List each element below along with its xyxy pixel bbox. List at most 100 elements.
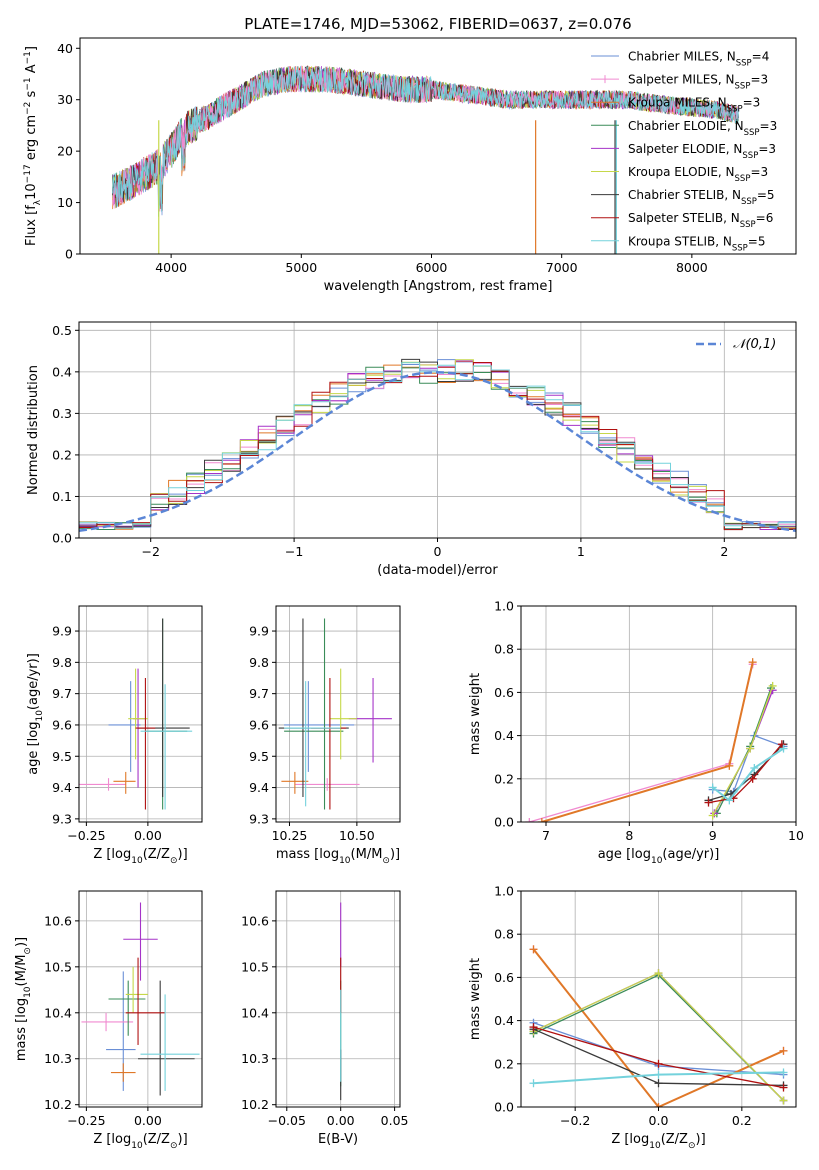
x-axis-label-part: 10 [651,856,663,866]
weight-line [532,948,784,1107]
y-tick-label: 10.3 [241,1051,269,1066]
y-tick-label: 0.0 [494,1100,514,1115]
y-axis-label: mass [log10(M/M⊙)] [14,937,33,1061]
x-tick-label: 8000 [676,260,708,275]
y-tick-label: 10.3 [44,1051,72,1066]
y-tick-label: 0.2 [52,447,72,462]
histograms [79,358,796,532]
x-tick-label: −0.2 [560,1113,590,1128]
y-axis-label-part: 10 [24,183,39,200]
legend-label: Salpeter MILES, NSSP=3 [628,73,768,92]
legend-model-name: Kroupa STELIB, N [628,234,732,248]
x-axis-label-part: )] [178,847,188,862]
axes-frame [79,37,797,255]
legend-nssp-value: =3 [750,165,768,179]
weight-line [541,661,754,822]
y-tick-label: 10.5 [44,959,72,974]
histogram-step [79,366,796,530]
histogram-step [79,359,796,530]
x-axis-label-part: ⊙ [170,856,178,866]
normal-curve [79,371,796,532]
axes-mass_vs_ebv: −0.05 0.00 0.05 10.2 10.3 10.4 10.5 10.6 E(B-V) [241,890,409,1147]
y-axis-label-part: 10 [35,710,45,722]
weight-line [708,743,783,804]
axes-residuals: −2 −1 0 1 2 0.0 0.1 0.2 0.3 0.4 0.5 (data-model)/er… [26,321,797,578]
y-tick-label: 9.8 [249,655,269,670]
spectrum-lines [112,65,739,254]
y-tick-label: 0.0 [494,815,514,830]
x-axis-label-part: 10 [131,1141,143,1151]
x-axis-label-part: Z [log [93,1132,131,1147]
y-axis-label-part: (age/yr)] [26,653,41,710]
y-axis-label: age [log10(age/yr)] [26,653,45,775]
y-axis-label-part: erg cm [24,115,39,164]
x-tick-label: −0.05 [268,1113,306,1128]
y-tick-label: 9.9 [52,624,72,639]
y-axis-label-part: ] [24,46,39,51]
legend-nssp-sub: SSP [736,59,752,69]
y-axis-label-part: A [24,64,39,77]
legend-nssp-sub: SSP [744,128,760,138]
legend-model-name: Salpeter ELODIE, N [628,142,742,156]
x-tick-label: 0.00 [134,828,162,843]
y-tick-label: 1.0 [494,599,514,614]
errorbars [79,618,193,810]
y-tick-label: 9.7 [52,686,72,701]
x-tick-label: 0 [434,544,442,559]
legend-nssp-value: =3 [743,96,761,110]
x-tick-label: 10.25 [272,828,308,843]
y-tick-label: 0 [65,247,73,262]
legend-nssp-value: =5 [748,234,766,248]
weight-line [712,734,784,793]
y-axis-label-part: λ [33,199,43,205]
histogram-step [79,362,796,528]
legend-nssp-sub: SSP [740,220,756,230]
legend-model-name: Salpeter STELIB, N [628,211,740,225]
histogram-step [79,358,796,530]
legend-label: Kroupa STELIB, NSSP=5 [628,234,766,253]
weight-series [529,945,788,1107]
y-tick-label: 9.6 [52,717,72,732]
legend-models: Chabrier MILES, NSSP=4 Salpeter MILES, NS… [591,50,777,253]
x-axis-label-part: )] [178,1132,188,1147]
y-tick-label: 10.4 [241,1005,269,1020]
x-axis-label-part: )] [696,1132,706,1147]
x-tick-label: 5000 [285,260,317,275]
legend-model-name: Kroupa MILES, N [628,96,727,110]
legend-nssp-sub: SSP [735,82,751,92]
x-axis-label-part: (age/yr)] [662,847,719,862]
axes-frame [78,605,203,823]
histogram-step [79,359,796,529]
x-axis-label-part: Z [log [611,1132,649,1147]
axes-frame [275,605,401,823]
y-axis-label-part: age [log [26,722,41,775]
x-tick-label: 0.2 [732,1113,752,1128]
y-tick-label: 10.5 [241,959,269,974]
y-tick-label: 9.3 [52,811,72,826]
x-axis-label-part: ⊙ [170,1141,178,1151]
y-axis-label-part: −2 [23,102,33,115]
y-tick-label: 0.4 [494,1013,514,1028]
errorbars [278,618,392,810]
x-axis-label-part: Z [log [93,847,131,862]
x-tick-label: −0.25 [67,828,105,843]
histogram-step [79,362,796,531]
x-tick-label: −2 [141,544,159,559]
y-tick-label: 10.6 [44,913,72,928]
x-axis-label-part: mass [log [276,847,339,862]
y-tick-label: 0.4 [494,728,514,743]
legend-label: Chabrier MILES, NSSP=4 [628,50,769,69]
x-tick-label: 0.00 [134,1113,162,1128]
y-tick-label: 0.5 [52,323,72,338]
y-axis-label-part: )] [14,937,29,947]
legend-nssp-value: =6 [756,211,774,225]
axes-spectrum: 4000 5000 6000 7000 8000 0 10 20 30 40 wavelength … [23,37,797,294]
weight-line [529,664,754,822]
legend-model-name: Chabrier STELIB, N [628,188,741,202]
y-tick-label: 10.6 [241,913,269,928]
x-tick-label: 0.00 [327,1113,355,1128]
y-axis-label: Flux [fλ10−17 erg cm−2 s−1 A−1] [23,46,43,246]
